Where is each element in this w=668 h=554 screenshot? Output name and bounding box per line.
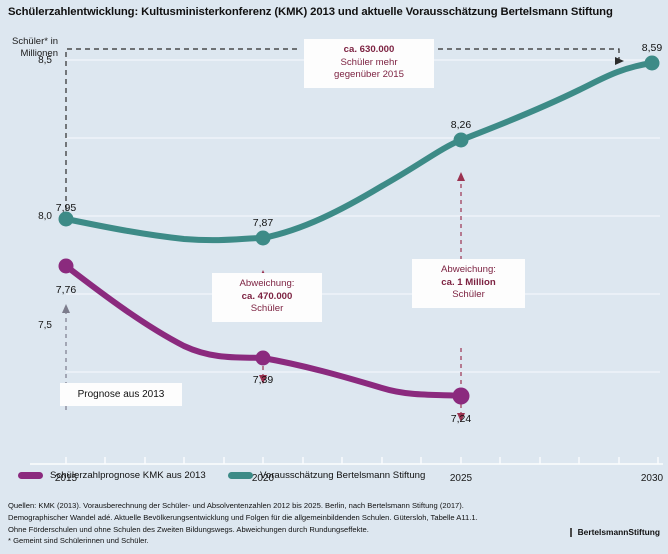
callout-prognose-text: Prognose aus 2013 bbox=[77, 389, 165, 400]
y-tick-label: 8,5 bbox=[38, 55, 52, 66]
series-line-bertelsmann bbox=[63, 60, 655, 244]
data-point-bst-2025 bbox=[453, 132, 469, 148]
callout-deviation-2020-line1: Abweichung: bbox=[239, 278, 295, 289]
y-axis-ticks: 8,5 8,0 7,5 bbox=[38, 55, 52, 331]
footnote-line-4: * Gemeint sind Schülerinnen und Schüler. bbox=[8, 536, 149, 546]
legend-label-bertelsmann: Vorausschätzung Bertelsmann Stiftung bbox=[260, 470, 426, 481]
label-bst-2025: 8,26 bbox=[451, 119, 472, 131]
callout-prognose: Prognose aus 2013 bbox=[60, 383, 182, 407]
callout-deviation-2025-line3: Schüler bbox=[452, 289, 485, 301]
y-tick-label: 7,5 bbox=[38, 320, 52, 331]
footnote-line-1: Quellen: KMK (2013). Vorausberechnung de… bbox=[8, 501, 464, 510]
legend: Schülerzahlprognose KMK aus 2013 Vorauss… bbox=[10, 470, 658, 488]
callout-deviation-2025: Abweichung: ca. 1 Million Schüler bbox=[412, 259, 525, 308]
x-tick-label-2020: 2020 bbox=[252, 473, 275, 484]
legend-swatch-bertelsmann bbox=[228, 472, 253, 479]
label-bst-2015: 7,95 bbox=[56, 202, 77, 214]
annotation-prognose-line bbox=[62, 304, 70, 414]
footnotes: Quellen: KMK (2013). Vorausberechnung de… bbox=[8, 500, 528, 547]
callout-growth-line1: ca. 630.000 bbox=[343, 44, 395, 55]
x-tick-label-2015: 2015 bbox=[55, 473, 78, 484]
y-axis-title-line2: Millionen bbox=[21, 48, 59, 59]
legend-item-kmk: Schülerzahlprognose KMK aus 2013 bbox=[18, 470, 206, 481]
callout-deviation-2020-line3: Schüler bbox=[250, 303, 284, 315]
x-tick-label-2030: 2030 bbox=[641, 473, 664, 484]
brand-logo: BertelsmannStiftung bbox=[569, 527, 660, 538]
label-kmk-2020: 7,39 bbox=[253, 374, 274, 386]
callout-deviation-2020: Abweichung: ca. 470.000 Schüler bbox=[212, 273, 322, 322]
chart-svg: 8,5 8,0 7,5 Schüler* in Millionen bbox=[12, 36, 664, 484]
gridlines bbox=[66, 59, 660, 373]
x-axis: 2015 2020 2025 2030 bbox=[30, 457, 664, 484]
callout-growth-line2: Schüler mehr bbox=[340, 56, 398, 68]
label-bst-2020: 7,87 bbox=[253, 217, 274, 229]
y-tick-label: 8,0 bbox=[38, 211, 52, 222]
label-kmk-2025: 7,24 bbox=[451, 413, 472, 425]
callout-growth-line3: gegenüber 2015 bbox=[334, 69, 404, 81]
callout-deviation-2025-line1: Abweichung: bbox=[441, 264, 496, 275]
data-point-labels: 7,95 7,87 8,26 8,59 7,76 7,39 7,24 bbox=[56, 42, 663, 425]
series-markers-bertelsmann bbox=[58, 55, 660, 246]
y-axis-title-line1: Schüler* in bbox=[12, 36, 58, 47]
data-point-kmk-2020 bbox=[255, 350, 271, 366]
footnote-line-3: Ohne Förderschulen und ohne Schulen des … bbox=[8, 524, 369, 534]
annotation-growth-bracket bbox=[65, 48, 620, 219]
series-markers-kmk bbox=[58, 258, 470, 405]
label-kmk-2015: 7,76 bbox=[56, 284, 77, 296]
data-point-kmk-2015 bbox=[58, 258, 74, 274]
legend-label-kmk: Schülerzahlprognose KMK aus 2013 bbox=[50, 470, 206, 481]
legend-item-bertelsmann: Vorausschätzung Bertelsmann Stiftung bbox=[228, 470, 425, 481]
callout-deviation-2020-line2: ca. 470.000 bbox=[241, 290, 293, 302]
legend-swatch-kmk bbox=[18, 472, 43, 479]
callout-growth: ca. 630.000 Schüler mehr gegenüber 2015 bbox=[304, 39, 434, 88]
data-point-bst-2030 bbox=[644, 55, 660, 71]
y-axis-title: Schüler* in Millionen bbox=[12, 36, 58, 59]
data-point-bst-2015 bbox=[58, 211, 74, 227]
data-point-kmk-2025 bbox=[452, 387, 470, 405]
page-title: Schülerzahlentwicklung: Kultusministerko… bbox=[8, 6, 613, 18]
chart-area: 8,5 8,0 7,5 Schüler* in Millionen bbox=[0, 28, 668, 490]
data-point-bst-2020 bbox=[255, 230, 271, 246]
footnote-line-2: Demographischer Wandel adé. Aktuelle Bev… bbox=[8, 512, 478, 522]
callout-deviation-2025-line2: ca. 1 Million bbox=[441, 276, 496, 288]
label-bst-2030: 8,59 bbox=[642, 42, 663, 54]
x-tick-label-2025: 2025 bbox=[450, 473, 473, 484]
